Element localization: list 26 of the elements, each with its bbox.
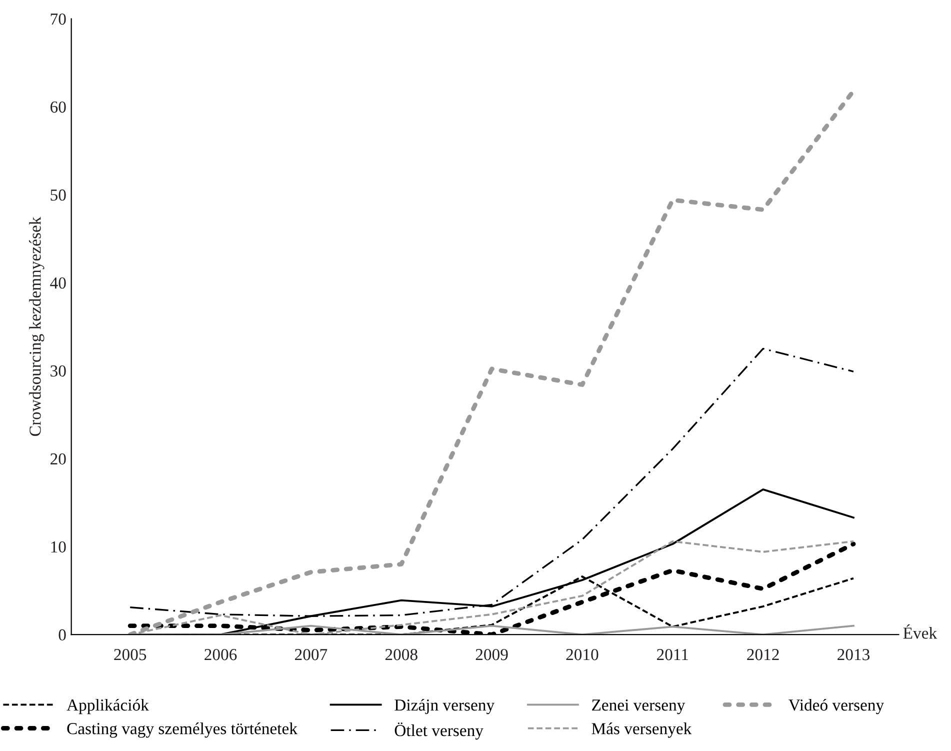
y-tick-label: 20 [50, 453, 66, 465]
x-axis-title: Évek [903, 624, 938, 639]
x-tick-label: 2013 [838, 648, 870, 660]
legend-label: Más versenyek [592, 722, 692, 738]
x-tick-label: 2011 [657, 648, 688, 660]
y-tick-label: 40 [50, 277, 66, 289]
legend-label: Zenei verseny [592, 699, 686, 714]
x-tick-label: 2007 [295, 648, 328, 660]
legend-label: Applikációk [66, 698, 149, 714]
legend-label: Dizájn verseny [394, 698, 495, 714]
x-tick-label: 2006 [204, 648, 237, 660]
y-tick-label: 10 [51, 541, 66, 553]
legend-label: Ötlet verseny [394, 722, 484, 740]
legend-label: Videó verseny [788, 698, 884, 714]
x-tick-label: 2012 [747, 648, 779, 660]
legend-label: Casting vagy személyes történetek [67, 722, 298, 738]
x-tick-label: 2008 [385, 648, 418, 660]
x-tick-label: 2009 [476, 648, 508, 660]
x-tick-label: 2010 [566, 648, 598, 660]
y-tick-label: 70 [50, 13, 66, 25]
x-tick-label: 2005 [114, 648, 146, 660]
y-tick-label: 30 [50, 365, 66, 377]
y-tick-label: 0 [58, 629, 66, 641]
y-axis-title: Crowdsourcing kezdemnyezések [29, 216, 44, 436]
y-tick-label: 60 [50, 101, 66, 113]
y-tick-label: 50 [50, 189, 66, 201]
